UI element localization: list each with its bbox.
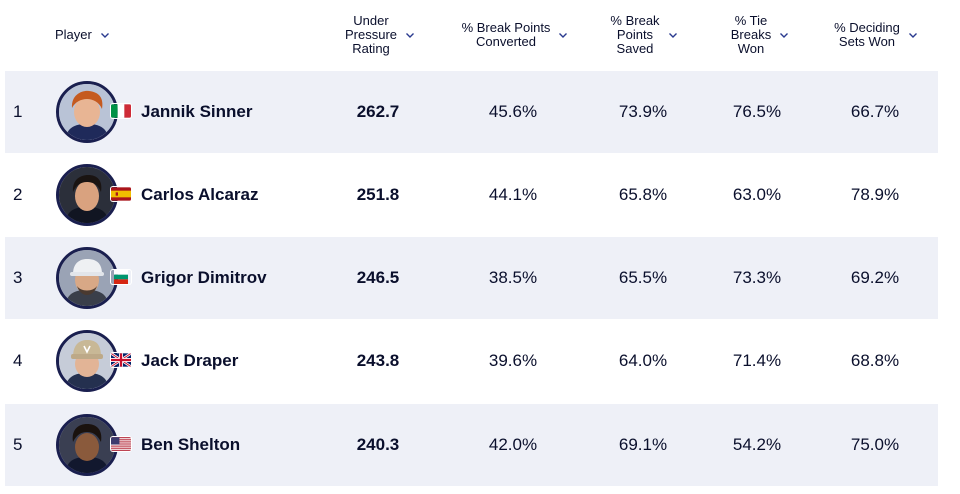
rank-cell: 3 (13, 268, 23, 287)
sort-break-saved-button[interactable]: % Break Points Saved (594, 0, 694, 70)
rank-cell: 5 (13, 435, 23, 454)
player-avatar (56, 81, 118, 143)
tie-breaks-cell: 54.2% (732, 435, 782, 454)
chevron-down-icon (668, 30, 678, 40)
sort-under-pressure-button[interactable]: Under Pressure Rating (322, 0, 438, 70)
rating-cell: 246.5 (356, 268, 400, 287)
player-avatar (56, 330, 118, 392)
table-row[interactable]: 5 Ben Shelton 240.3 42. (5, 404, 938, 486)
chevron-down-icon (100, 30, 110, 40)
player-name-link[interactable]: Grigor Dimitrov (141, 268, 267, 287)
rank-cell: 4 (13, 351, 23, 370)
rank-cell: 1 (13, 102, 23, 121)
break-saved-cell: 64.0% (618, 351, 668, 370)
player-avatar (56, 164, 118, 226)
player-avatar (56, 247, 118, 309)
sort-break-converted-button[interactable]: % Break Points Converted (450, 0, 580, 70)
break-converted-cell: 39.6% (488, 351, 538, 370)
chevron-down-icon (779, 30, 789, 40)
player-avatar (56, 414, 118, 476)
table-header: Player Under Pressure Rating % Break Poi… (0, 0, 960, 70)
break-converted-cell: 42.0% (488, 435, 538, 454)
chevron-down-icon (558, 30, 568, 40)
rating-cell: 240.3 (356, 435, 400, 454)
break-saved-cell: 69.1% (618, 435, 668, 454)
table-row[interactable]: 1 Jannik Sinner 262.7 45.6% 73.9% 76.5% … (5, 71, 938, 153)
break-converted-cell: 38.5% (488, 268, 538, 287)
chevron-down-icon (908, 30, 918, 40)
usa-flag-icon (111, 437, 131, 451)
sort-tie-breaks-button[interactable]: % Tie Breaks Won (712, 0, 808, 70)
bulgaria-flag-icon (111, 270, 131, 284)
player-header-label: Player (55, 27, 92, 42)
deciding-sets-cell: 78.9% (850, 185, 900, 204)
tie-breaks-cell: 73.3% (732, 268, 782, 287)
sort-deciding-sets-button[interactable]: % Deciding Sets Won (818, 0, 934, 70)
deciding-sets-cell: 68.8% (850, 351, 900, 370)
tie-breaks-cell: 76.5% (732, 102, 782, 121)
deciding-sets-cell: 69.2% (850, 268, 900, 287)
player-name-link[interactable]: Jack Draper (141, 351, 239, 370)
rating-cell: 243.8 (356, 351, 400, 370)
rank-cell: 2 (13, 185, 23, 204)
italy-flag-icon (111, 104, 131, 118)
tie-breaks-cell: 63.0% (732, 185, 782, 204)
break-saved-cell: 73.9% (618, 102, 668, 121)
player-name-link[interactable]: Ben Shelton (141, 435, 241, 454)
break-saved-header-label: % Break Points Saved (610, 13, 660, 56)
table-row[interactable]: 4 Jack Draper 243.8 39.6% 64.0% 7 (5, 320, 938, 402)
break-saved-cell: 65.8% (618, 185, 668, 204)
under-pressure-header-label: Under Pressure Rating (344, 13, 398, 56)
deciding-sets-header-label: % Deciding Sets Won (834, 20, 900, 49)
break-converted-cell: 45.6% (488, 102, 538, 121)
spain-flag-icon (111, 187, 131, 201)
table-row[interactable]: 2 Carlos Alcaraz 251.8 44.1% 65.8% 63.0%… (5, 154, 938, 236)
sort-player-button[interactable]: Player (55, 0, 125, 70)
chevron-down-icon (405, 30, 415, 40)
deciding-sets-cell: 75.0% (850, 435, 900, 454)
break-converted-header-label: % Break Points Converted (461, 20, 551, 49)
player-name-link[interactable]: Jannik Sinner (141, 102, 253, 121)
tie-breaks-cell: 71.4% (732, 351, 782, 370)
break-converted-cell: 44.1% (488, 185, 538, 204)
uk-flag-icon (111, 353, 131, 367)
rating-cell: 251.8 (356, 185, 400, 204)
table-row[interactable]: 3 Grigor Dimitrov 246.5 38.5% 65.5% 73.3… (5, 237, 938, 319)
rating-cell: 262.7 (356, 102, 400, 121)
deciding-sets-cell: 66.7% (850, 102, 900, 121)
player-name-link[interactable]: Carlos Alcaraz (141, 185, 259, 204)
tie-breaks-header-label: % Tie Breaks Won (730, 13, 772, 56)
break-saved-cell: 65.5% (618, 268, 668, 287)
